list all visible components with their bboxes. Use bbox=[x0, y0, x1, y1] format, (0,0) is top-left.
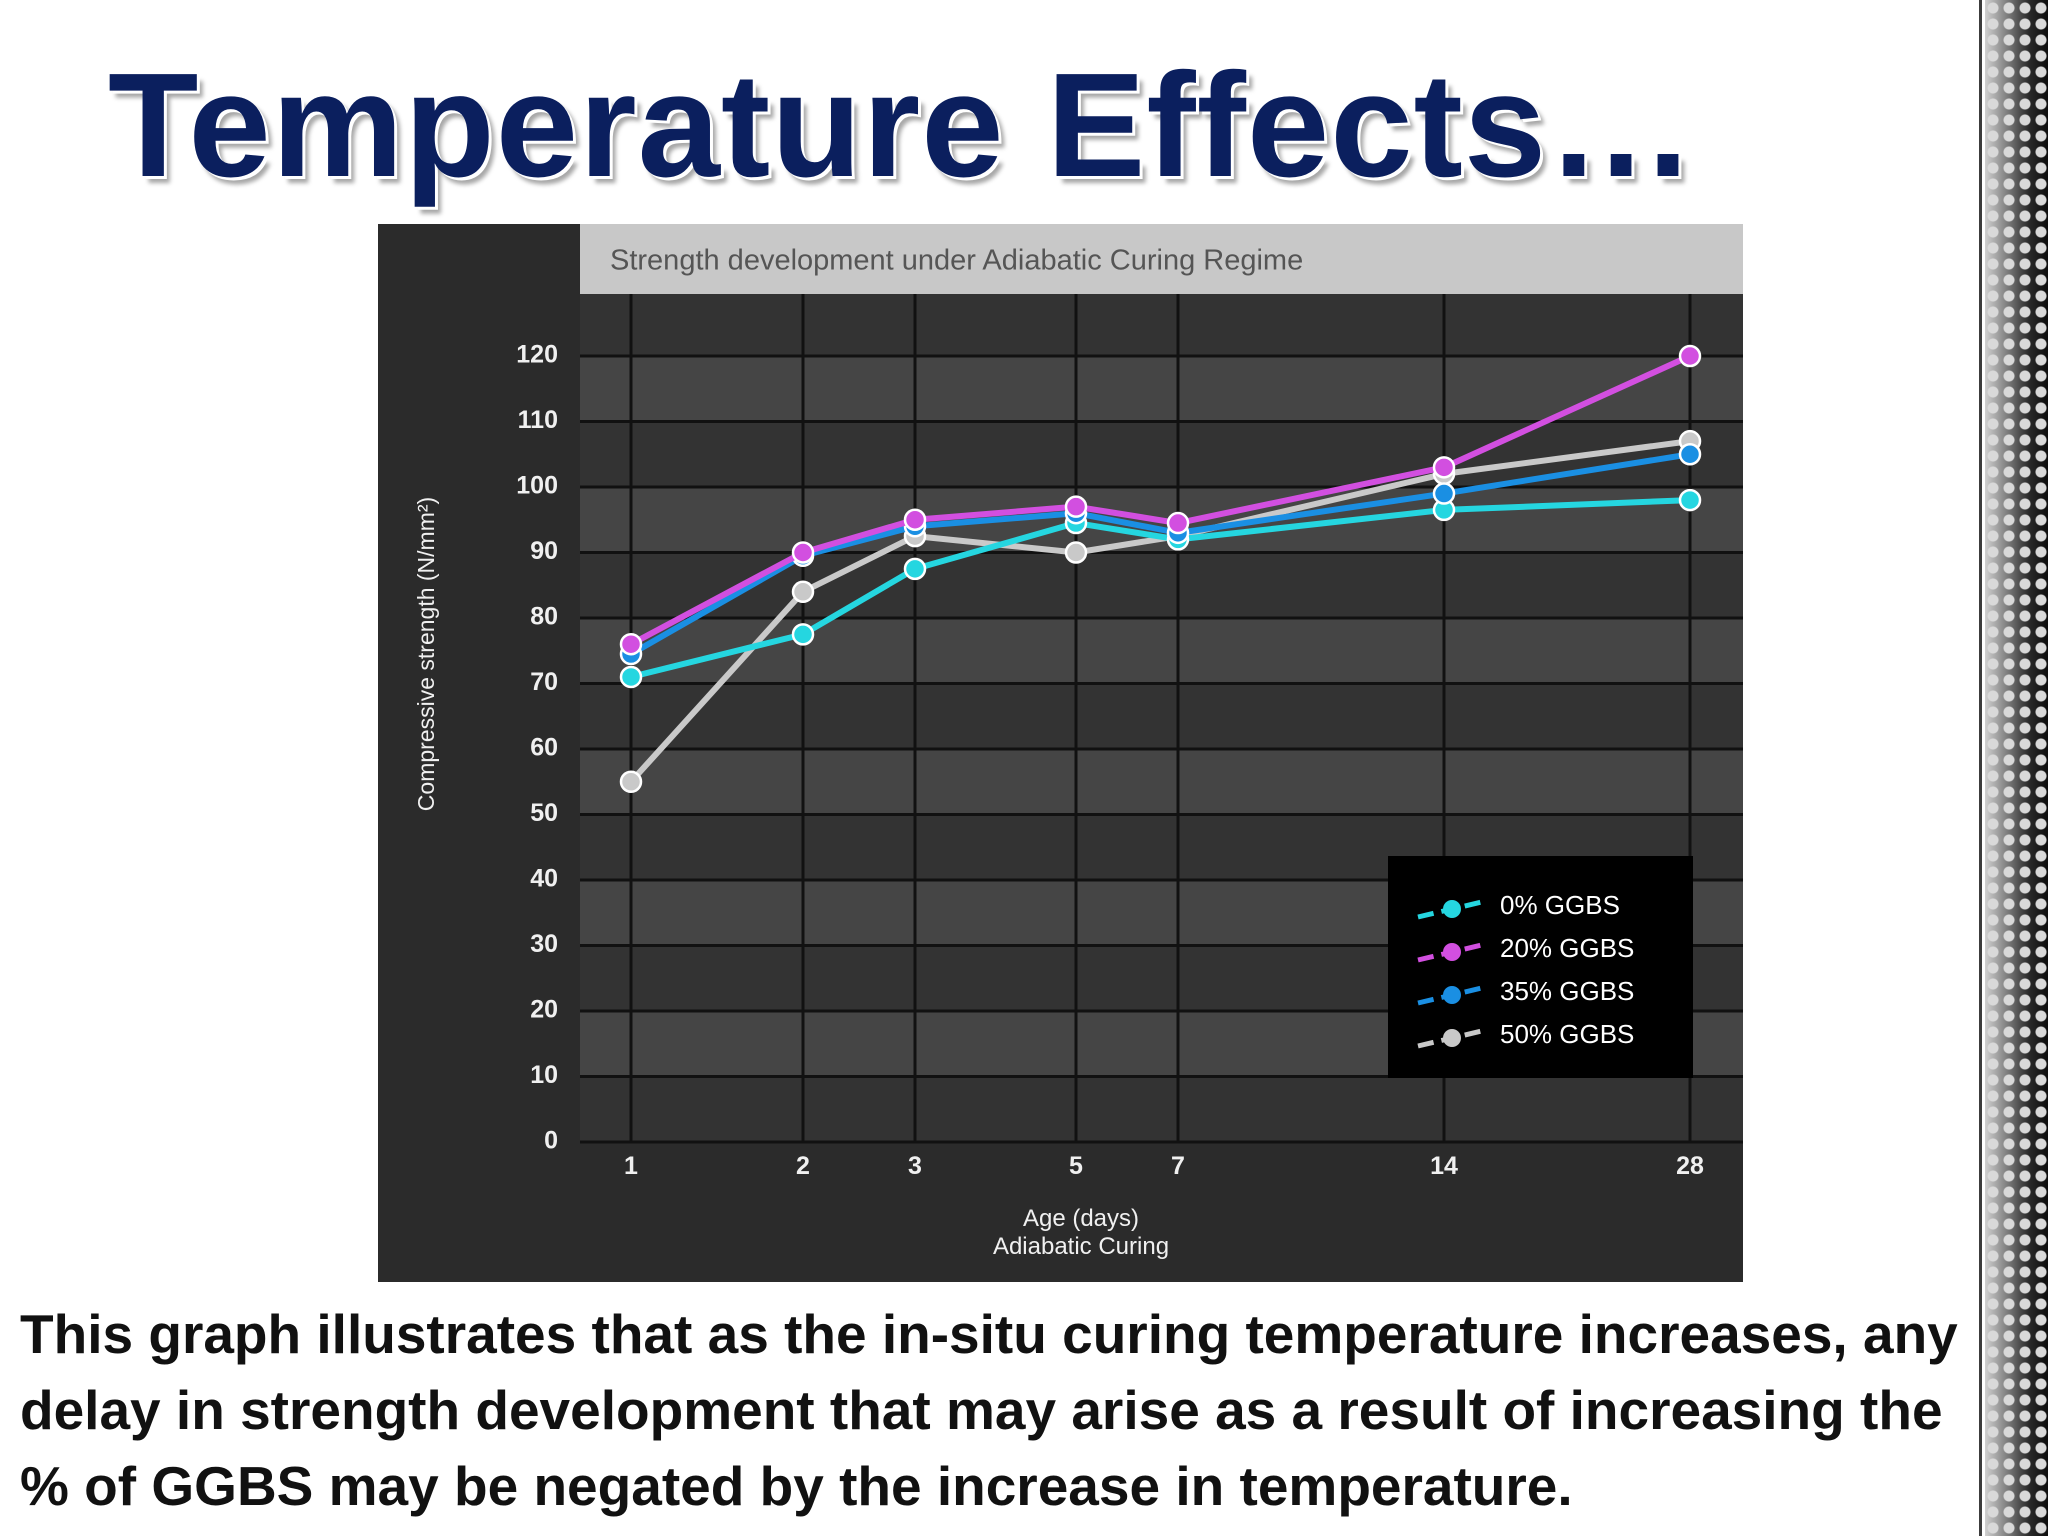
y-tick-label: 80 bbox=[530, 603, 558, 631]
chart-panel: Strength development under Adiabatic Cur… bbox=[378, 224, 1743, 1282]
y-tick-label: 0 bbox=[544, 1127, 558, 1155]
data-point-50-ggbs bbox=[791, 580, 815, 604]
legend-box bbox=[1388, 856, 1693, 1078]
decorative-side-strip bbox=[1985, 0, 2048, 1536]
data-point-35-ggbs bbox=[1432, 482, 1456, 505]
data-point-20-ggbs bbox=[1064, 495, 1088, 518]
plot-band bbox=[580, 421, 1743, 487]
y-axis-ticks: 0 10 20 30 40 50 60 70 80 90 100 110 120 bbox=[516, 341, 558, 1155]
x-tick-label: 28 bbox=[1676, 1152, 1704, 1180]
slide-edge-line bbox=[1979, 0, 1982, 1536]
chart-title: Strength development under Adiabatic Cur… bbox=[610, 245, 1303, 277]
data-point-20-ggbs bbox=[1166, 511, 1190, 535]
series-layer bbox=[619, 344, 1702, 793]
data-point-20-ggbs bbox=[903, 508, 927, 531]
y-tick-label: 120 bbox=[516, 341, 558, 369]
y-tick-label: 20 bbox=[530, 996, 558, 1024]
plot-band bbox=[580, 749, 1743, 815]
y-tick-label: 90 bbox=[530, 537, 558, 565]
legend-label-0-ggbs: 0% GGBS bbox=[1500, 890, 1620, 920]
y-tick-label: 40 bbox=[530, 865, 558, 893]
plot-band bbox=[580, 618, 1743, 684]
data-point-50-ggbs bbox=[619, 770, 643, 793]
data-point-0-ggbs bbox=[903, 557, 927, 581]
x-tick-label: 1 bbox=[624, 1152, 638, 1180]
slide-title: Temperature Effects… bbox=[108, 43, 1697, 208]
plot-background bbox=[580, 294, 1743, 1142]
legend-swatch-marker-0-ggbs bbox=[1443, 900, 1461, 918]
data-point-50-ggbs bbox=[1064, 541, 1088, 564]
plot-band bbox=[580, 294, 1743, 356]
chart-header-band bbox=[580, 224, 1743, 294]
legend-label-35-ggbs: 35% GGBS bbox=[1500, 976, 1634, 1006]
chart-svg: Strength development under Adiabatic Cur… bbox=[413, 224, 1743, 1260]
plot-band bbox=[580, 552, 1743, 618]
data-point-20-ggbs bbox=[619, 632, 643, 656]
slide-caption: This graph illustrates that as the in-si… bbox=[20, 1303, 1958, 1517]
legend: 0% GGBS 20% GGBS 35% GGBS 50% GGBS bbox=[1388, 856, 1693, 1078]
x-axis-sublabel: Adiabatic Curing bbox=[993, 1233, 1169, 1260]
x-tick-label: 2 bbox=[796, 1152, 810, 1180]
legend-label-50-ggbs: 50% GGBS bbox=[1500, 1019, 1634, 1049]
y-tick-label: 60 bbox=[530, 734, 558, 762]
x-tick-label: 3 bbox=[908, 1152, 922, 1180]
y-tick-label: 70 bbox=[530, 668, 558, 696]
y-tick-label: 110 bbox=[518, 406, 558, 434]
y-tick-label: 100 bbox=[516, 472, 558, 500]
y-axis-label: Compressive strength (N/mm²) bbox=[413, 497, 439, 811]
x-axis-ticks: 1 2 3 5 7 14 28 bbox=[624, 1152, 1704, 1180]
y-tick-label: 50 bbox=[530, 799, 558, 827]
data-point-0-ggbs bbox=[619, 665, 643, 689]
data-point-20-ggbs bbox=[791, 541, 815, 564]
plot-band bbox=[580, 683, 1743, 749]
legend-swatch-marker-20-ggbs bbox=[1443, 943, 1461, 961]
data-point-20-ggbs bbox=[1678, 344, 1702, 368]
data-point-0-ggbs bbox=[1678, 488, 1702, 512]
x-axis-label: Age (days) bbox=[1023, 1205, 1139, 1232]
legend-label-20-ggbs: 20% GGBS bbox=[1500, 933, 1634, 963]
y-tick-label: 10 bbox=[530, 1061, 558, 1089]
x-tick-label: 5 bbox=[1069, 1152, 1083, 1180]
x-tick-label: 14 bbox=[1430, 1152, 1458, 1180]
plot-band bbox=[580, 356, 1743, 422]
x-tick-label: 7 bbox=[1171, 1152, 1185, 1180]
y-tick-label: 30 bbox=[530, 930, 558, 958]
plot-band bbox=[580, 1076, 1743, 1142]
legend-swatch-marker-35-ggbs bbox=[1443, 986, 1461, 1004]
data-point-0-ggbs bbox=[791, 623, 815, 646]
data-point-20-ggbs bbox=[1432, 456, 1456, 479]
data-point-35-ggbs bbox=[1678, 443, 1702, 466]
legend-swatch-marker-50-ggbs bbox=[1443, 1029, 1461, 1047]
